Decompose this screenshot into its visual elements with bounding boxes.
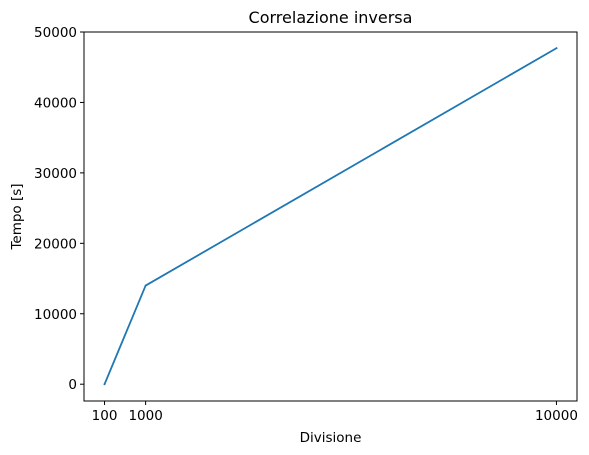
data-point bbox=[144, 284, 147, 287]
y-tick-label: 10000 bbox=[34, 307, 77, 323]
y-axis-label: Tempo [s] bbox=[9, 183, 25, 250]
y-tick-label: 0 bbox=[68, 377, 77, 393]
data-point bbox=[555, 47, 558, 50]
y-tick-label: 40000 bbox=[34, 95, 77, 111]
y-tick-label: 30000 bbox=[34, 166, 77, 182]
x-tick-label: 10000 bbox=[535, 408, 578, 424]
y-axis: 0 10000 20000 30000 40000 50000 bbox=[34, 25, 84, 393]
x-tick-label: 1000 bbox=[128, 408, 162, 424]
series-layer bbox=[103, 46, 558, 386]
x-axis-label: Divisione bbox=[300, 430, 362, 446]
x-axis: 100 1000 10000 bbox=[92, 401, 578, 424]
x-tick-label: 100 bbox=[92, 408, 118, 424]
data-point bbox=[103, 383, 106, 386]
plot-area bbox=[84, 32, 577, 401]
y-tick-label: 20000 bbox=[34, 236, 77, 252]
chart-title: Correlazione inversa bbox=[249, 8, 413, 27]
y-tick-label: 50000 bbox=[34, 25, 77, 41]
plot-frame bbox=[83, 31, 578, 402]
